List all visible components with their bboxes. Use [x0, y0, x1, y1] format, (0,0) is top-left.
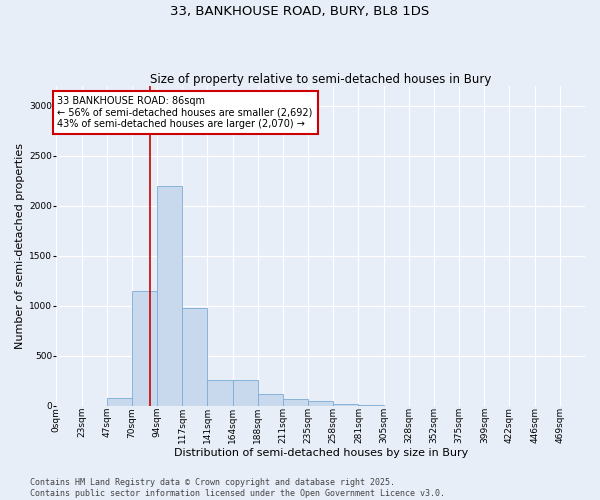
- Text: Contains HM Land Registry data © Crown copyright and database right 2025.
Contai: Contains HM Land Registry data © Crown c…: [30, 478, 445, 498]
- Title: Size of property relative to semi-detached houses in Bury: Size of property relative to semi-detach…: [150, 73, 491, 86]
- Bar: [233, 380, 258, 406]
- Text: 33 BANKHOUSE ROAD: 86sqm
← 56% of semi-detached houses are smaller (2,692)
43% o: 33 BANKHOUSE ROAD: 86sqm ← 56% of semi-d…: [58, 96, 313, 129]
- Y-axis label: Number of semi-detached properties: Number of semi-detached properties: [15, 143, 25, 349]
- Bar: [308, 400, 333, 406]
- Bar: [157, 186, 182, 406]
- Text: 33, BANKHOUSE ROAD, BURY, BL8 1DS: 33, BANKHOUSE ROAD, BURY, BL8 1DS: [170, 5, 430, 18]
- Bar: [107, 398, 132, 406]
- Bar: [208, 380, 233, 406]
- Bar: [132, 290, 157, 406]
- Bar: [283, 398, 308, 406]
- Bar: [258, 394, 283, 406]
- Bar: [182, 308, 208, 406]
- Bar: [333, 404, 358, 406]
- X-axis label: Distribution of semi-detached houses by size in Bury: Distribution of semi-detached houses by …: [173, 448, 468, 458]
